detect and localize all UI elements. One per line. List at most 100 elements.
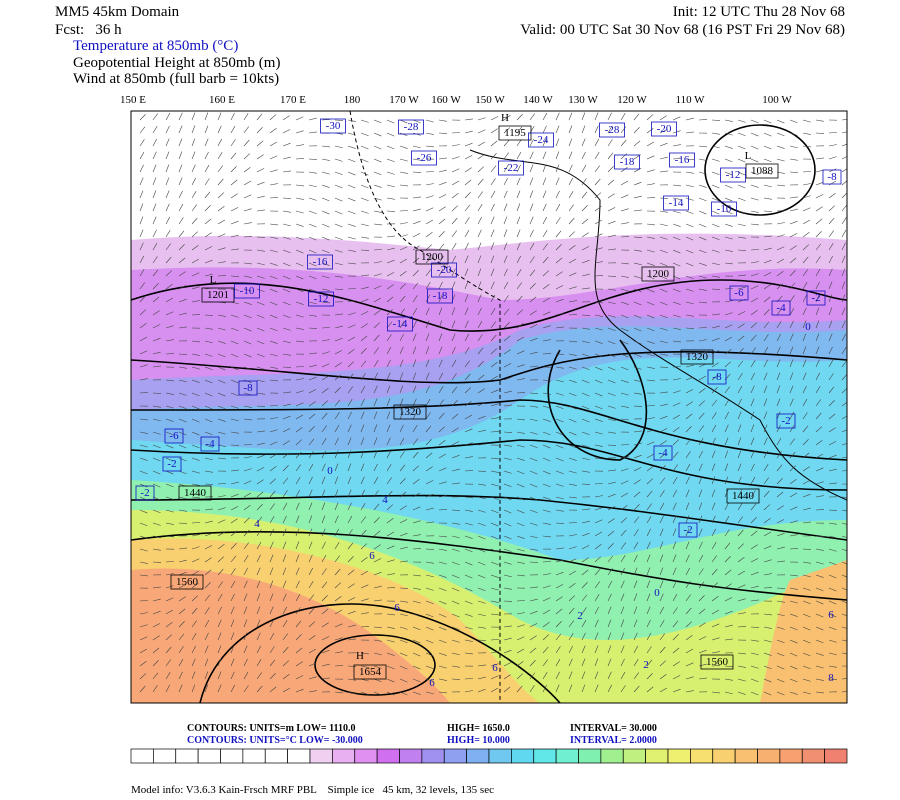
wind-barb	[698, 622, 706, 628]
label-box	[614, 154, 640, 170]
wind-barb	[477, 429, 486, 433]
wind-barb	[828, 522, 837, 525]
wind-barb	[568, 483, 577, 486]
wind-barb	[425, 439, 432, 446]
wind-barb	[438, 194, 447, 199]
wind-barb	[217, 178, 224, 186]
wind-barb	[191, 607, 198, 615]
wind-barb	[360, 132, 369, 137]
wind-barb	[321, 425, 327, 433]
wind-barb	[594, 405, 603, 410]
wind-barb	[815, 169, 824, 173]
wind-barb	[568, 558, 577, 563]
wind-barb	[529, 610, 538, 615]
wind-barb	[685, 314, 694, 317]
wind-barb	[386, 259, 395, 264]
wind-barb	[516, 509, 525, 514]
height-label: H	[356, 650, 364, 662]
wind-barb	[178, 658, 184, 667]
wind-barb	[204, 444, 213, 448]
wind-barb	[711, 236, 720, 241]
wind-barb	[464, 690, 473, 693]
wind-barb	[620, 180, 629, 186]
wind-barb	[789, 520, 798, 524]
wind-barb	[464, 428, 473, 433]
wind-barb	[724, 411, 729, 420]
wind-barb	[594, 275, 603, 277]
wind-barb	[152, 296, 160, 303]
wind-barb	[464, 130, 473, 134]
wind-barb	[490, 165, 497, 173]
wind-barb	[230, 418, 239, 422]
wind-barb	[789, 492, 798, 498]
wind-barb	[204, 379, 213, 384]
wind-barb	[711, 119, 721, 121]
wind-barb	[607, 248, 616, 251]
wind-barb	[347, 145, 356, 149]
wind-barb	[256, 672, 262, 680]
wind-barb	[243, 113, 249, 121]
wind-barb	[789, 145, 798, 149]
wind-barb	[763, 437, 768, 446]
wind-barb	[477, 294, 482, 303]
wind-barb	[256, 516, 263, 524]
wind-barb	[789, 385, 794, 394]
wind-barb	[178, 203, 184, 212]
wind-barb	[269, 619, 274, 628]
wind-barb	[789, 506, 798, 511]
wind-barb	[230, 340, 239, 345]
label-box	[680, 349, 714, 365]
wind-barb	[360, 197, 369, 202]
wind-barb	[633, 541, 639, 550]
wind-barb	[243, 658, 248, 667]
wind-barb	[386, 235, 395, 238]
wind-barb	[490, 574, 499, 578]
wind-barb	[659, 249, 668, 254]
wind-barb	[477, 361, 484, 368]
wind-barb	[529, 177, 534, 186]
wind-barb	[750, 210, 759, 213]
wind-barb	[438, 218, 446, 225]
wind-barb	[295, 378, 304, 381]
wind-barb	[191, 125, 196, 134]
wind-barb	[425, 493, 434, 498]
wind-barb	[802, 507, 811, 511]
wind-barb	[529, 216, 534, 225]
wind-barb	[412, 385, 417, 394]
wind-barb	[698, 351, 707, 355]
wind-barb	[555, 230, 562, 238]
wind-barb	[776, 158, 785, 162]
wind-barb	[815, 561, 824, 565]
wind-barb	[789, 574, 798, 577]
wind-barb	[464, 587, 473, 592]
wind-barb	[724, 515, 730, 524]
wind-barb	[269, 567, 274, 576]
wind-barb	[321, 489, 326, 498]
wind-barb	[295, 249, 304, 254]
model-title: MM5 45km Domain	[55, 4, 180, 20]
wind-barb	[451, 373, 457, 381]
wind-barb	[334, 463, 339, 472]
wind-barb	[295, 675, 304, 680]
wind-barb	[425, 359, 430, 368]
wind-barb	[802, 256, 809, 264]
wind-barb	[425, 256, 432, 264]
wind-barb	[412, 678, 421, 683]
wind-barb	[165, 405, 174, 409]
wind-barb	[464, 179, 472, 186]
wind-barb	[594, 327, 603, 331]
wind-barb	[815, 256, 821, 264]
wind-barb	[672, 477, 678, 485]
wind-barb	[334, 582, 342, 589]
wind-barb	[464, 456, 473, 459]
wind-barb	[607, 469, 616, 472]
wind-barb	[191, 444, 200, 449]
wind-barb	[711, 399, 718, 407]
longitude-label: 170 W	[389, 94, 419, 106]
wind-barb	[373, 347, 379, 355]
wind-barb	[529, 431, 538, 435]
wind-barb	[230, 234, 239, 238]
wind-barb	[204, 366, 213, 371]
wind-barb	[373, 437, 378, 446]
wind-barb	[165, 684, 170, 693]
